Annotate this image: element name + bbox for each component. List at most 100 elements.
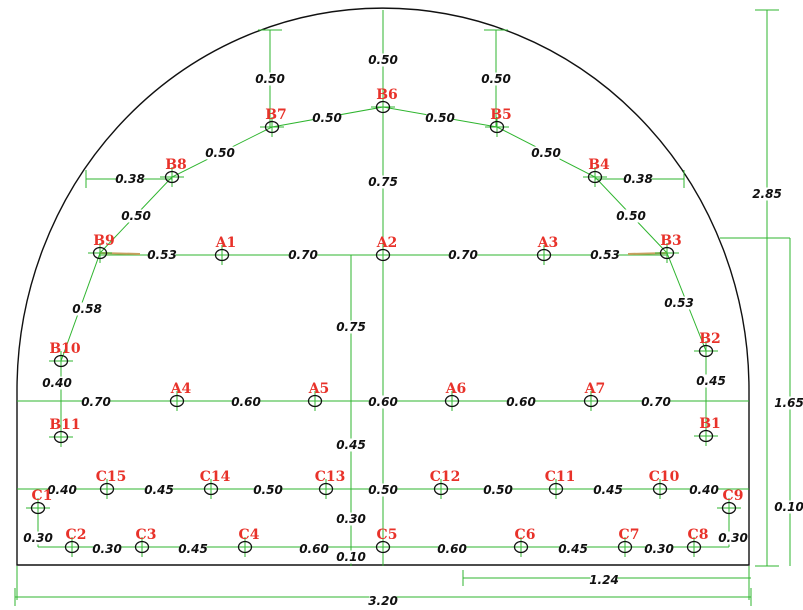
dimension-label: 0.50 xyxy=(616,209,646,223)
point-label: C2 xyxy=(66,527,87,543)
dimension-value: 0.70 xyxy=(448,248,478,262)
dimension-value: 0.50 xyxy=(253,483,283,497)
dimension-label: 0.50 xyxy=(121,209,151,223)
point-label: A2 xyxy=(376,235,398,251)
dimension-value: 0.50 xyxy=(368,53,398,67)
point-label: C14 xyxy=(200,469,231,485)
dimension-value: 0.75 xyxy=(368,175,398,189)
dimension-value: 0.58 xyxy=(72,302,102,316)
point-marker xyxy=(375,248,391,262)
dimension-value: 0.45 xyxy=(336,438,366,452)
point-label: C1 xyxy=(32,488,53,504)
point-label: B10 xyxy=(49,341,81,357)
point-a2: A2 xyxy=(371,235,397,265)
point-label: B8 xyxy=(165,157,187,173)
dimension-value: 0.38 xyxy=(623,172,653,186)
dimension-value: 0.60 xyxy=(437,542,467,556)
dimension-value: 0.30 xyxy=(23,531,53,545)
dimension-value: 0.50 xyxy=(616,209,646,223)
point-marker xyxy=(489,120,505,134)
dimension-label: 0.50 xyxy=(531,146,561,160)
dimension-label: 0.50 xyxy=(255,72,285,86)
point-marker xyxy=(203,482,219,496)
dimension-label: 0.53 xyxy=(147,248,177,262)
dimension-value: 0.50 xyxy=(121,209,151,223)
point-b6: B6 xyxy=(371,87,398,117)
dimension-value: 0.30 xyxy=(644,542,674,556)
dimension-value: 0.38 xyxy=(115,172,145,186)
dimension-value: 0.45 xyxy=(178,542,208,556)
point-b8: B8 xyxy=(160,157,187,187)
dimension-label: 0.40 xyxy=(42,376,72,390)
point-b10: B10 xyxy=(49,341,81,371)
dimension-value: 0.53 xyxy=(147,248,177,262)
point-c14: C14 xyxy=(199,469,231,499)
dimension-label: 0.45 xyxy=(336,438,366,452)
point-b1: B1 xyxy=(694,416,721,446)
point-c7: C7 xyxy=(613,527,639,557)
dimension-label: 0.50 xyxy=(312,111,342,125)
point-c11: C11 xyxy=(544,469,575,499)
point-c10: C10 xyxy=(648,469,680,499)
dimension-label: 0.53 xyxy=(590,248,620,262)
dimension-value: 0.50 xyxy=(205,146,235,160)
point-label: C8 xyxy=(688,527,709,543)
dimension-label: 0.75 xyxy=(368,175,398,189)
dimension-value: 3.20 xyxy=(368,594,398,608)
dimension-value: 0.50 xyxy=(481,72,511,86)
dimension-label: 0.30 xyxy=(718,531,748,545)
point-marker xyxy=(169,394,185,408)
dimension-value: 1.65 xyxy=(774,396,803,410)
point-label: A1 xyxy=(215,235,237,251)
dimension-label: 2.85 xyxy=(752,187,782,201)
point-label: C6 xyxy=(515,527,536,543)
dimension-value: 0.50 xyxy=(368,483,398,497)
dimension-value: 0.30 xyxy=(92,542,122,556)
point-a3: A3 xyxy=(532,235,558,265)
point-marker xyxy=(513,540,529,554)
point-label: B9 xyxy=(93,233,115,249)
dimension-label: 0.50 xyxy=(368,53,398,67)
point-c3: C3 xyxy=(130,527,156,557)
dimension-value: 0.40 xyxy=(689,483,719,497)
point-marker xyxy=(53,430,69,444)
dimension-value: 0.45 xyxy=(696,374,726,388)
dimension-label: 0.60 xyxy=(368,395,398,409)
point-marker xyxy=(617,540,633,554)
dimension-value: 2.85 xyxy=(752,187,782,201)
point-marker xyxy=(64,540,80,554)
point-label: B7 xyxy=(265,107,287,123)
dimension-label: 0.60 xyxy=(299,542,329,556)
dimension-label: 0.30 xyxy=(336,512,366,526)
point-marker xyxy=(587,170,603,184)
dimension-label: 0.70 xyxy=(448,248,478,262)
dimension-label: 0.75 xyxy=(336,320,366,334)
dimension-label: 0.45 xyxy=(144,483,174,497)
point-marker xyxy=(375,100,391,114)
point-b5: B5 xyxy=(485,107,512,137)
dimension-value: 0.30 xyxy=(718,531,748,545)
dimension-label: 0.40 xyxy=(689,483,719,497)
point-label: C7 xyxy=(619,527,640,543)
dimension-value: 0.70 xyxy=(81,395,111,409)
point-label: C9 xyxy=(723,488,744,504)
point-c12: C12 xyxy=(429,469,460,499)
dimension-label: 0.10 xyxy=(774,500,803,514)
point-marker xyxy=(686,540,702,554)
point-label: C4 xyxy=(239,527,260,543)
point-marker xyxy=(214,248,230,262)
point-label: A7 xyxy=(584,381,606,397)
dimension-value: 0.70 xyxy=(288,248,318,262)
point-label: B3 xyxy=(660,233,682,249)
dimension-label: 0.50 xyxy=(483,483,513,497)
point-marker xyxy=(164,170,180,184)
point-marker xyxy=(433,482,449,496)
dimension-value: 0.53 xyxy=(590,248,620,262)
point-marker xyxy=(583,394,599,408)
point-marker xyxy=(444,394,460,408)
point-label: B2 xyxy=(699,331,721,347)
dimension-label: 1.65 xyxy=(774,396,803,410)
point-b9: B9 xyxy=(88,233,115,263)
dimension-value: 0.45 xyxy=(558,542,588,556)
